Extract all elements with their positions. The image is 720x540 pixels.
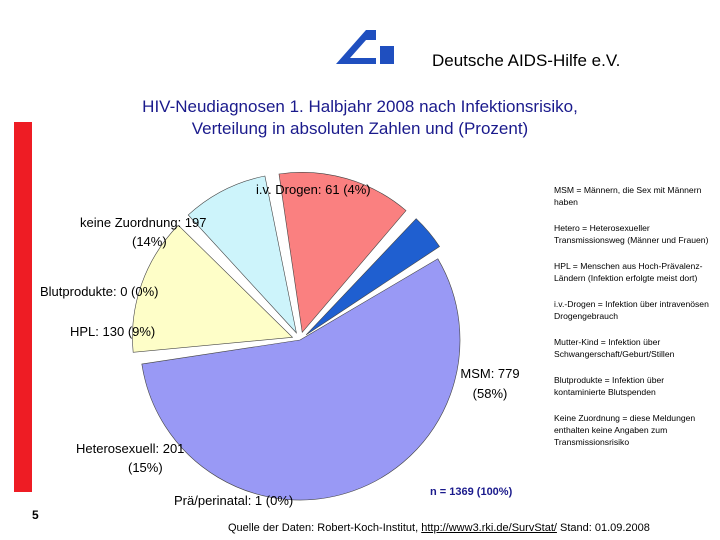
logo-shape (336, 30, 376, 64)
slice-percent-label: (15%) (128, 460, 163, 475)
pie-slice-msm (141, 258, 461, 501)
source-link[interactable]: http://www3.rki.de/SurvStat/ (421, 522, 557, 534)
legend-item: Blutprodukte = Infektion über kontaminie… (554, 375, 665, 397)
pie-slice-hpl (187, 175, 297, 334)
page-number: 5 (32, 508, 39, 522)
logo-square (380, 46, 394, 64)
slice-label: MSM: 779 (460, 366, 519, 381)
source-suffix: Stand: 01.09.2008 (556, 522, 650, 534)
legend-item: i.v.-Drogen = Infektion über intravenöse… (554, 299, 709, 321)
title-line-1: HIV-Neudiagnosen 1. Halbjahr 2008 nach I… (142, 97, 578, 116)
pie-labels: MSM: 779 (58%) Prä/perinatal: 1 (0%) Hetero… (40, 182, 520, 508)
legend-item: MSM = Männern, die Sex mit Männern haben (554, 185, 702, 207)
accent-bar (14, 122, 32, 492)
dah-logo (336, 30, 394, 64)
pie-slice-keine-zuordnung (278, 172, 407, 334)
pie-slice-i-v-drogen (305, 218, 440, 336)
slice-label: keine Zuordnung: 197 (80, 215, 206, 230)
page-title: HIV-Neudiagnosen 1. Halbjahr 2008 nach I… (60, 96, 660, 140)
legend-item: Mutter-Kind = Infektion über Schwangersc… (554, 337, 675, 359)
pie-slices (132, 172, 461, 501)
slice-label: i.v. Drogen: 61 (4%) (256, 182, 371, 197)
slice-label: HPL: 130 (9%) (70, 324, 155, 339)
legend-item: Keine Zuordnung = diese Meldungen enthal… (554, 413, 696, 447)
source-note: Quelle der Daten: Robert-Koch-Institut, … (228, 522, 650, 534)
total-label: n = 1369 (100%) (430, 486, 513, 498)
legend-item: HPL = Menschen aus Hoch-Prävalenz-Länder… (554, 261, 703, 283)
source-prefix: Quelle der Daten: Robert-Koch-Institut, (228, 522, 422, 534)
slice-percent-label: (14%) (132, 234, 167, 249)
pie-slice-heterosexuell (132, 224, 294, 353)
organization-name: Deutsche AIDS-Hilfe e.V. (432, 51, 621, 70)
slice-label: Heterosexuell: 201 (76, 441, 184, 456)
title-line-2: Verteilung in absoluten Zahlen und (Proz… (191, 119, 529, 138)
legend: MSM = Männern, die Sex mit Männern haben… (554, 184, 714, 462)
slice-label: Prä/perinatal: 1 (0%) (174, 493, 293, 508)
slice-label: Blutprodukte: 0 (0%) (40, 284, 159, 299)
legend-item: Hetero = Heterosexueller Transmissionswe… (554, 223, 709, 245)
slice-percent-label: (58%) (473, 386, 508, 401)
